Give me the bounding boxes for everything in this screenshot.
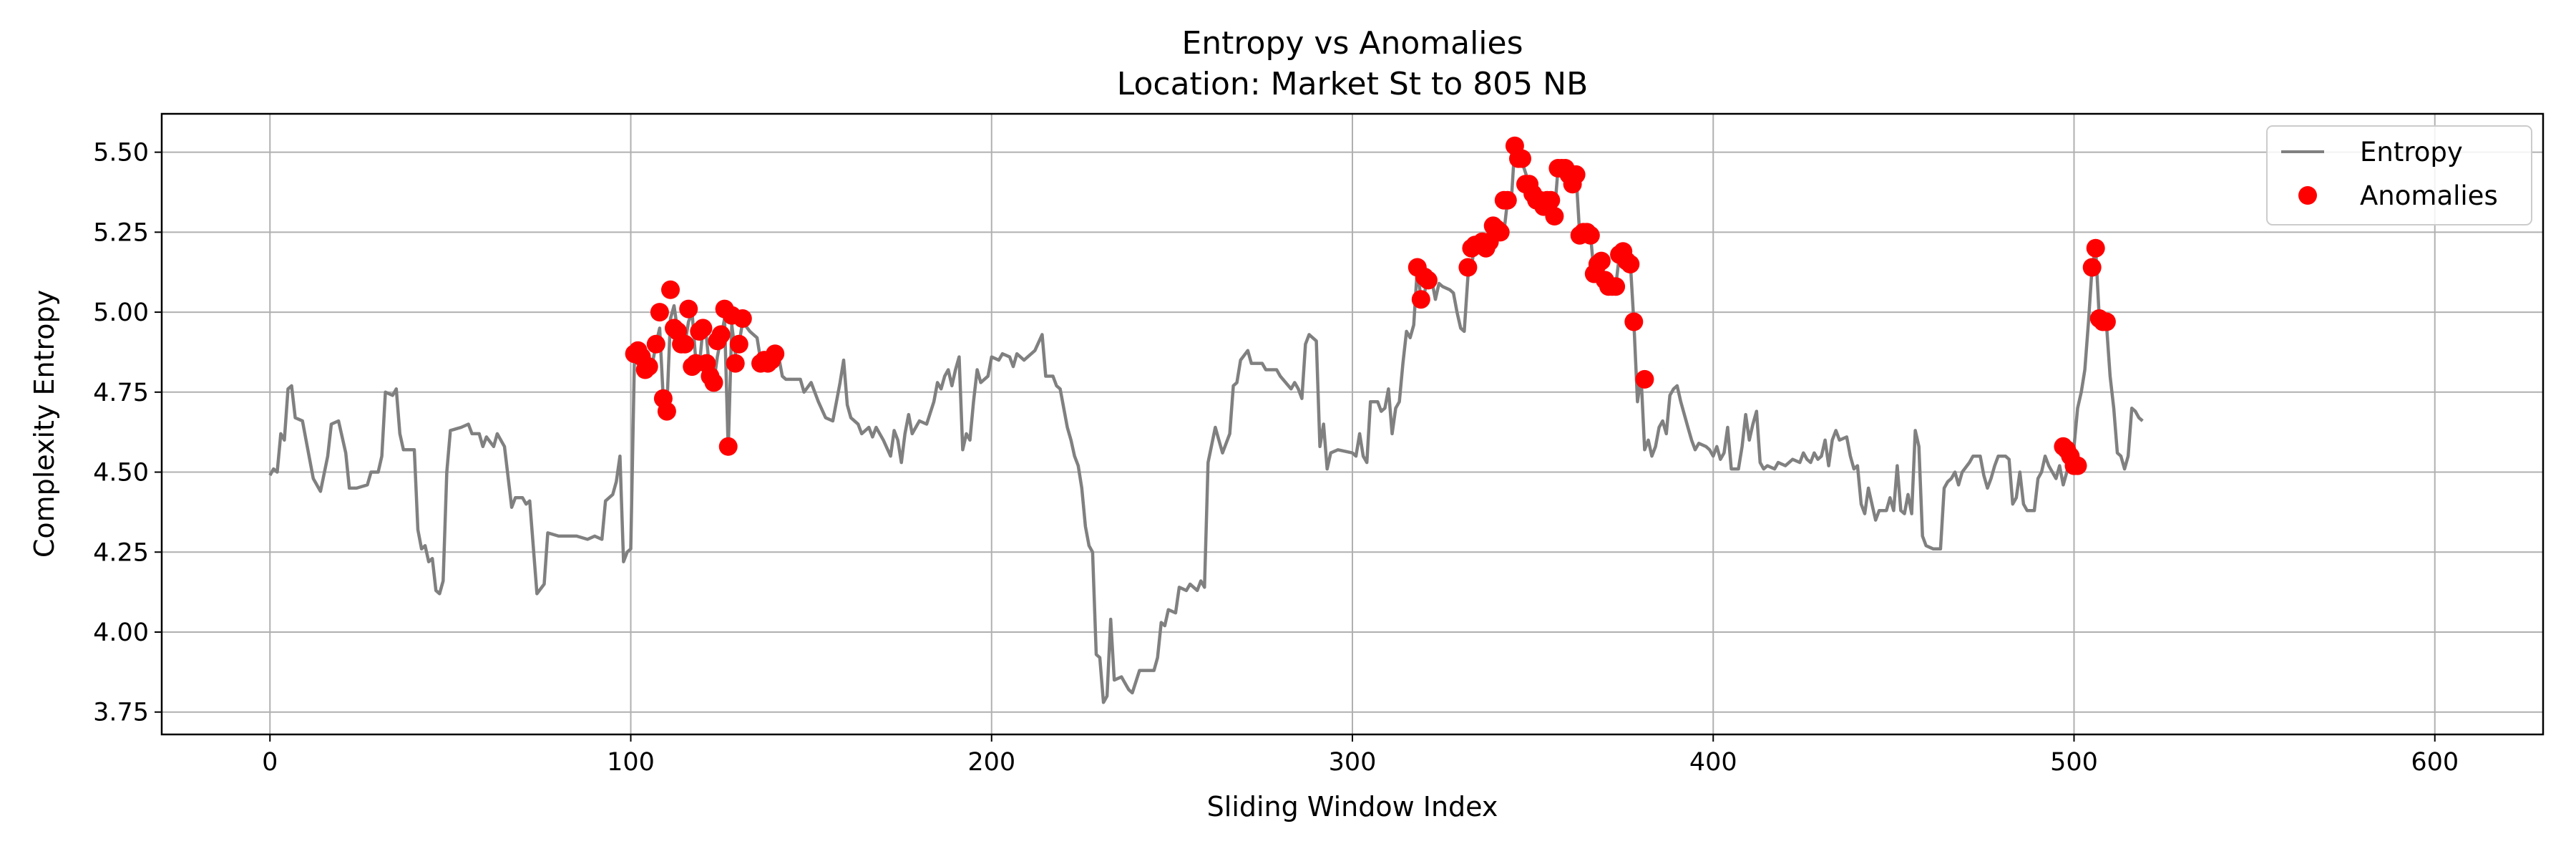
x-axis-ticks: 0 100 200 300 400 500 600 [262, 734, 2459, 777]
anomaly-point [766, 344, 785, 364]
y-axis-ticks: 3.75 4.00 4.25 4.50 4.75 5.00 5.25 5.50 [93, 139, 162, 727]
y-tick-label: 5.00 [93, 299, 149, 327]
anomaly-point [1491, 223, 1510, 242]
anomaly-point [1458, 258, 1478, 277]
x-tick-label: 100 [607, 748, 655, 777]
anomaly-point [1411, 290, 1430, 309]
y-tick-label: 4.00 [93, 618, 149, 647]
y-tick-label: 4.75 [93, 379, 149, 407]
chart-subtitle: Location: Market St to 805 NB [1117, 66, 1589, 102]
y-axis-label: Complexity Entropy [29, 290, 60, 558]
x-tick-label: 400 [1689, 748, 1737, 777]
y-tick-label: 3.75 [93, 699, 149, 727]
y-tick-label: 5.50 [93, 139, 149, 168]
anomaly-point [661, 280, 680, 299]
anomaly-point [1606, 277, 1626, 296]
anomaly-point [1545, 207, 1564, 225]
y-tick-label: 4.50 [93, 459, 149, 487]
anomaly-point [711, 325, 731, 344]
anomaly-point [733, 309, 752, 328]
anomaly-point [2082, 258, 2102, 277]
anomaly-point [657, 402, 676, 421]
x-axis-label: Sliding Window Index [1207, 791, 1498, 822]
x-tick-label: 0 [262, 748, 278, 777]
anomaly-point [2097, 312, 2116, 331]
chart-title: Entropy vs Anomalies [1181, 25, 1523, 62]
anomaly-point [675, 334, 695, 354]
anomaly-point [1498, 190, 1517, 210]
anomaly-point [1418, 271, 1438, 290]
anomaly-point [1621, 255, 1640, 273]
anomaly-point [1566, 165, 1586, 184]
anomaly-point [646, 334, 665, 354]
anomaly-point [2068, 456, 2087, 475]
legend-anomalies-swatch [2298, 186, 2317, 205]
anomaly-point [1635, 369, 1654, 389]
grid-lines [162, 114, 2543, 734]
anomaly-point [729, 334, 748, 354]
legend-entropy-label: Entropy [2360, 137, 2463, 168]
anomaly-point [650, 303, 669, 322]
anomaly-point [704, 373, 723, 392]
anomaly-point [718, 437, 738, 456]
series-layer [268, 136, 2144, 704]
anomaly-point [639, 357, 658, 377]
anomaly-point [693, 319, 713, 338]
y-tick-label: 4.25 [93, 538, 149, 567]
anomaly-point [1541, 190, 1561, 210]
x-tick-label: 600 [2411, 748, 2459, 777]
x-tick-label: 300 [1329, 748, 1377, 777]
anomaly-point [1591, 251, 1611, 271]
y-tick-label: 5.25 [93, 218, 149, 247]
anomaly-point [1581, 225, 1600, 245]
anomaly-point [1624, 312, 1644, 331]
anomaly-point [1513, 149, 1531, 168]
legend: Entropy Anomalies [2266, 125, 2532, 225]
x-tick-label: 500 [2050, 748, 2098, 777]
anomaly-point [679, 299, 698, 319]
x-tick-label: 200 [967, 748, 1015, 777]
legend-box [2266, 125, 2532, 225]
anomaly-point [726, 354, 745, 373]
anomaly-point [2086, 238, 2105, 258]
legend-anomalies-label: Anomalies [2360, 180, 2498, 211]
